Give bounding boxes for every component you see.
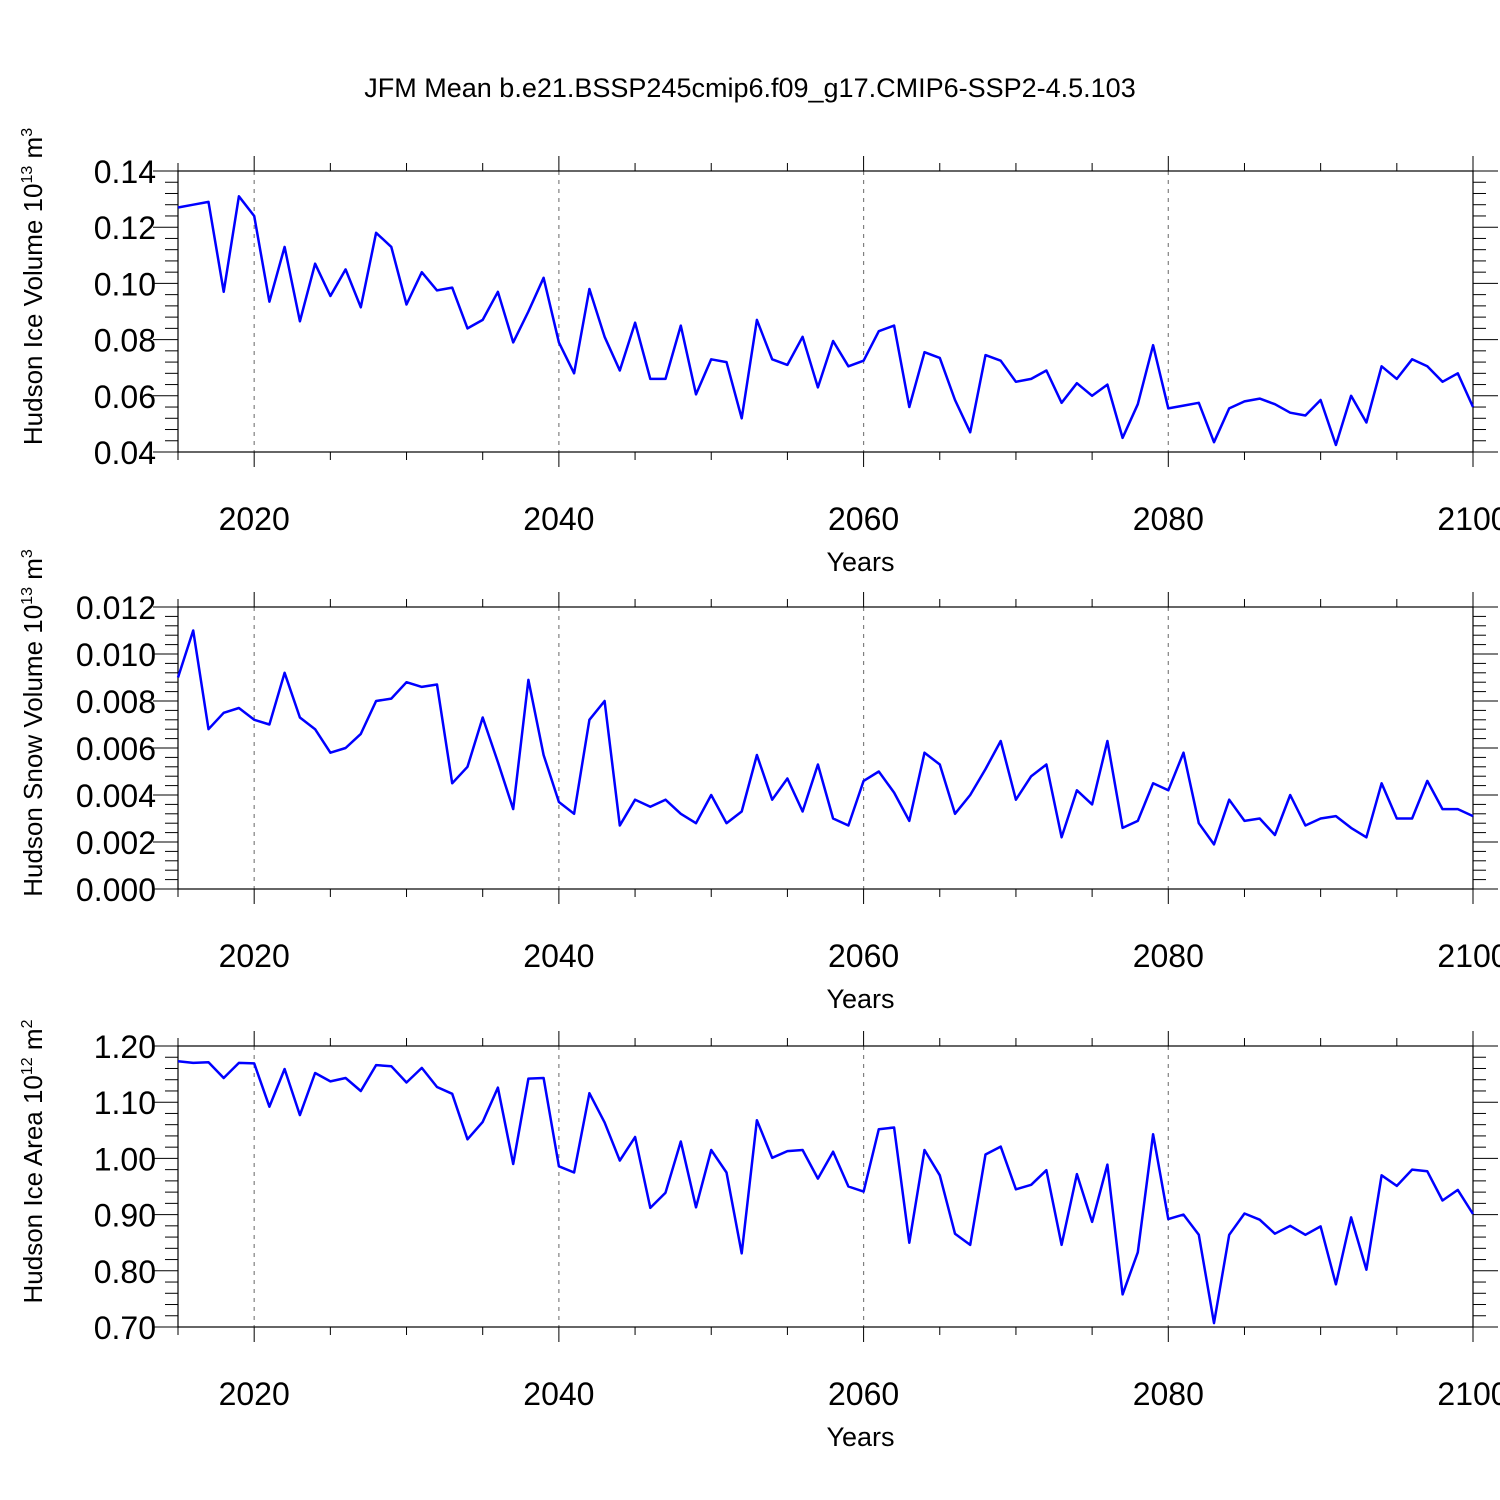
x-tick-label: 2020 <box>219 501 290 537</box>
y-tick-label: 0.80 <box>94 1254 156 1290</box>
y-axis-label-ylabel-unit-exp: 2 <box>19 1019 36 1028</box>
chart-panel-2: 0.000 0.002 0.004 0.006 0.008 0.010 0.012 2020 2… <box>18 549 1500 1014</box>
y-tick-label: 0.012 <box>76 590 156 626</box>
y-tick-label: 1.20 <box>94 1029 156 1065</box>
y-axis-label-ylabel-main: Hudson Snow Volume 10 <box>18 605 48 897</box>
plot-frame <box>177 1045 1474 1328</box>
plot-frame <box>177 606 1474 890</box>
plot-frame <box>177 170 1474 453</box>
y-tick-label: 1.10 <box>94 1085 156 1121</box>
y-axis-label-ylabel-unit-exp: 3 <box>19 128 36 137</box>
y-axis-label-ylabel-unit: m <box>18 1028 48 1057</box>
x-axis-label: Years <box>826 984 894 1014</box>
series-line-hudson-snow-volume <box>176 629 1474 846</box>
y-axis-label-ylabel-unit: m <box>18 558 48 587</box>
y-tick-label: 0.08 <box>94 323 156 359</box>
y-axis-label: Hudson Ice Area 1012 m2 <box>18 1019 48 1303</box>
y-axis-label: Hudson Ice Volume 1013 m3 <box>18 128 48 445</box>
x-tick-label: 2040 <box>523 1376 594 1412</box>
y-tick-label: 0.006 <box>76 731 156 767</box>
x-axis-label: Years <box>826 547 894 577</box>
y-tick-label: 0.004 <box>76 778 156 814</box>
x-axis-label: Years <box>826 1422 894 1452</box>
x-tick-label: 2020 <box>219 1376 290 1412</box>
x-tick-label: 2060 <box>828 938 899 974</box>
x-tick-label: 2040 <box>523 938 594 974</box>
x-tick-label: 2020 <box>219 938 290 974</box>
y-axis-label-ylabel-exp: 12 <box>19 1057 36 1075</box>
series-line-hudson-ice-area <box>177 1059 1475 1325</box>
y-tick-label: 0.002 <box>76 825 156 861</box>
x-tick-label: 2060 <box>828 1376 899 1412</box>
y-tick-label: 0.008 <box>76 684 156 720</box>
y-tick-label: 1.00 <box>94 1141 156 1177</box>
x-tick-label: 2080 <box>1133 938 1204 974</box>
y-tick-label: 0.14 <box>94 154 156 190</box>
chart-panel-3: 0.70 0.80 0.90 1.00 1.10 1.20 2020 2040 2060 2080… <box>18 1019 1500 1452</box>
x-tick-label: 2100 <box>1437 501 1500 537</box>
y-tick-label: 0.010 <box>76 637 156 673</box>
y-axis-label-ylabel-unit: m <box>18 137 48 166</box>
y-axis-label-ylabel-exp: 13 <box>19 587 36 605</box>
y-tick-label: 0.06 <box>94 379 156 415</box>
y-axis-label-ylabel-main: Hudson Ice Area 10 <box>18 1075 48 1303</box>
x-tick-label: 2100 <box>1437 1376 1500 1412</box>
panels: 0.04 0.06 0.08 0.10 0.12 0.14 2020 2040 2060 2080… <box>18 128 1500 1452</box>
x-tick-label: 2040 <box>523 501 594 537</box>
x-tick-label: 2080 <box>1133 1376 1204 1412</box>
figure-title: JFM Mean b.e21.BSSP245cmip6.f09_g17.CMIP… <box>364 73 1135 103</box>
x-tick-label: 2080 <box>1133 501 1204 537</box>
series-line-hudson-ice-volume <box>177 195 1475 447</box>
x-tick-label: 2100 <box>1437 938 1500 974</box>
y-tick-label: 0.10 <box>94 266 156 302</box>
x-tick-label: 2060 <box>828 501 899 537</box>
y-tick-label: 0.90 <box>94 1198 156 1234</box>
chart-panel-1: 0.04 0.06 0.08 0.10 0.12 0.14 2020 2040 2060 2080… <box>18 128 1500 577</box>
y-tick-label: 0.70 <box>94 1310 156 1346</box>
y-axis-label-ylabel-exp: 13 <box>19 166 36 184</box>
y-tick-label: 0.000 <box>76 872 156 908</box>
y-tick-label: 0.04 <box>94 435 156 471</box>
y-tick-label: 0.12 <box>94 210 156 246</box>
y-axis-label-ylabel-main: Hudson Ice Volume 10 <box>18 183 48 445</box>
y-axis-label-ylabel-unit-exp: 3 <box>19 549 36 558</box>
y-axis-label: Hudson Snow Volume 1013 m3 <box>18 549 48 897</box>
